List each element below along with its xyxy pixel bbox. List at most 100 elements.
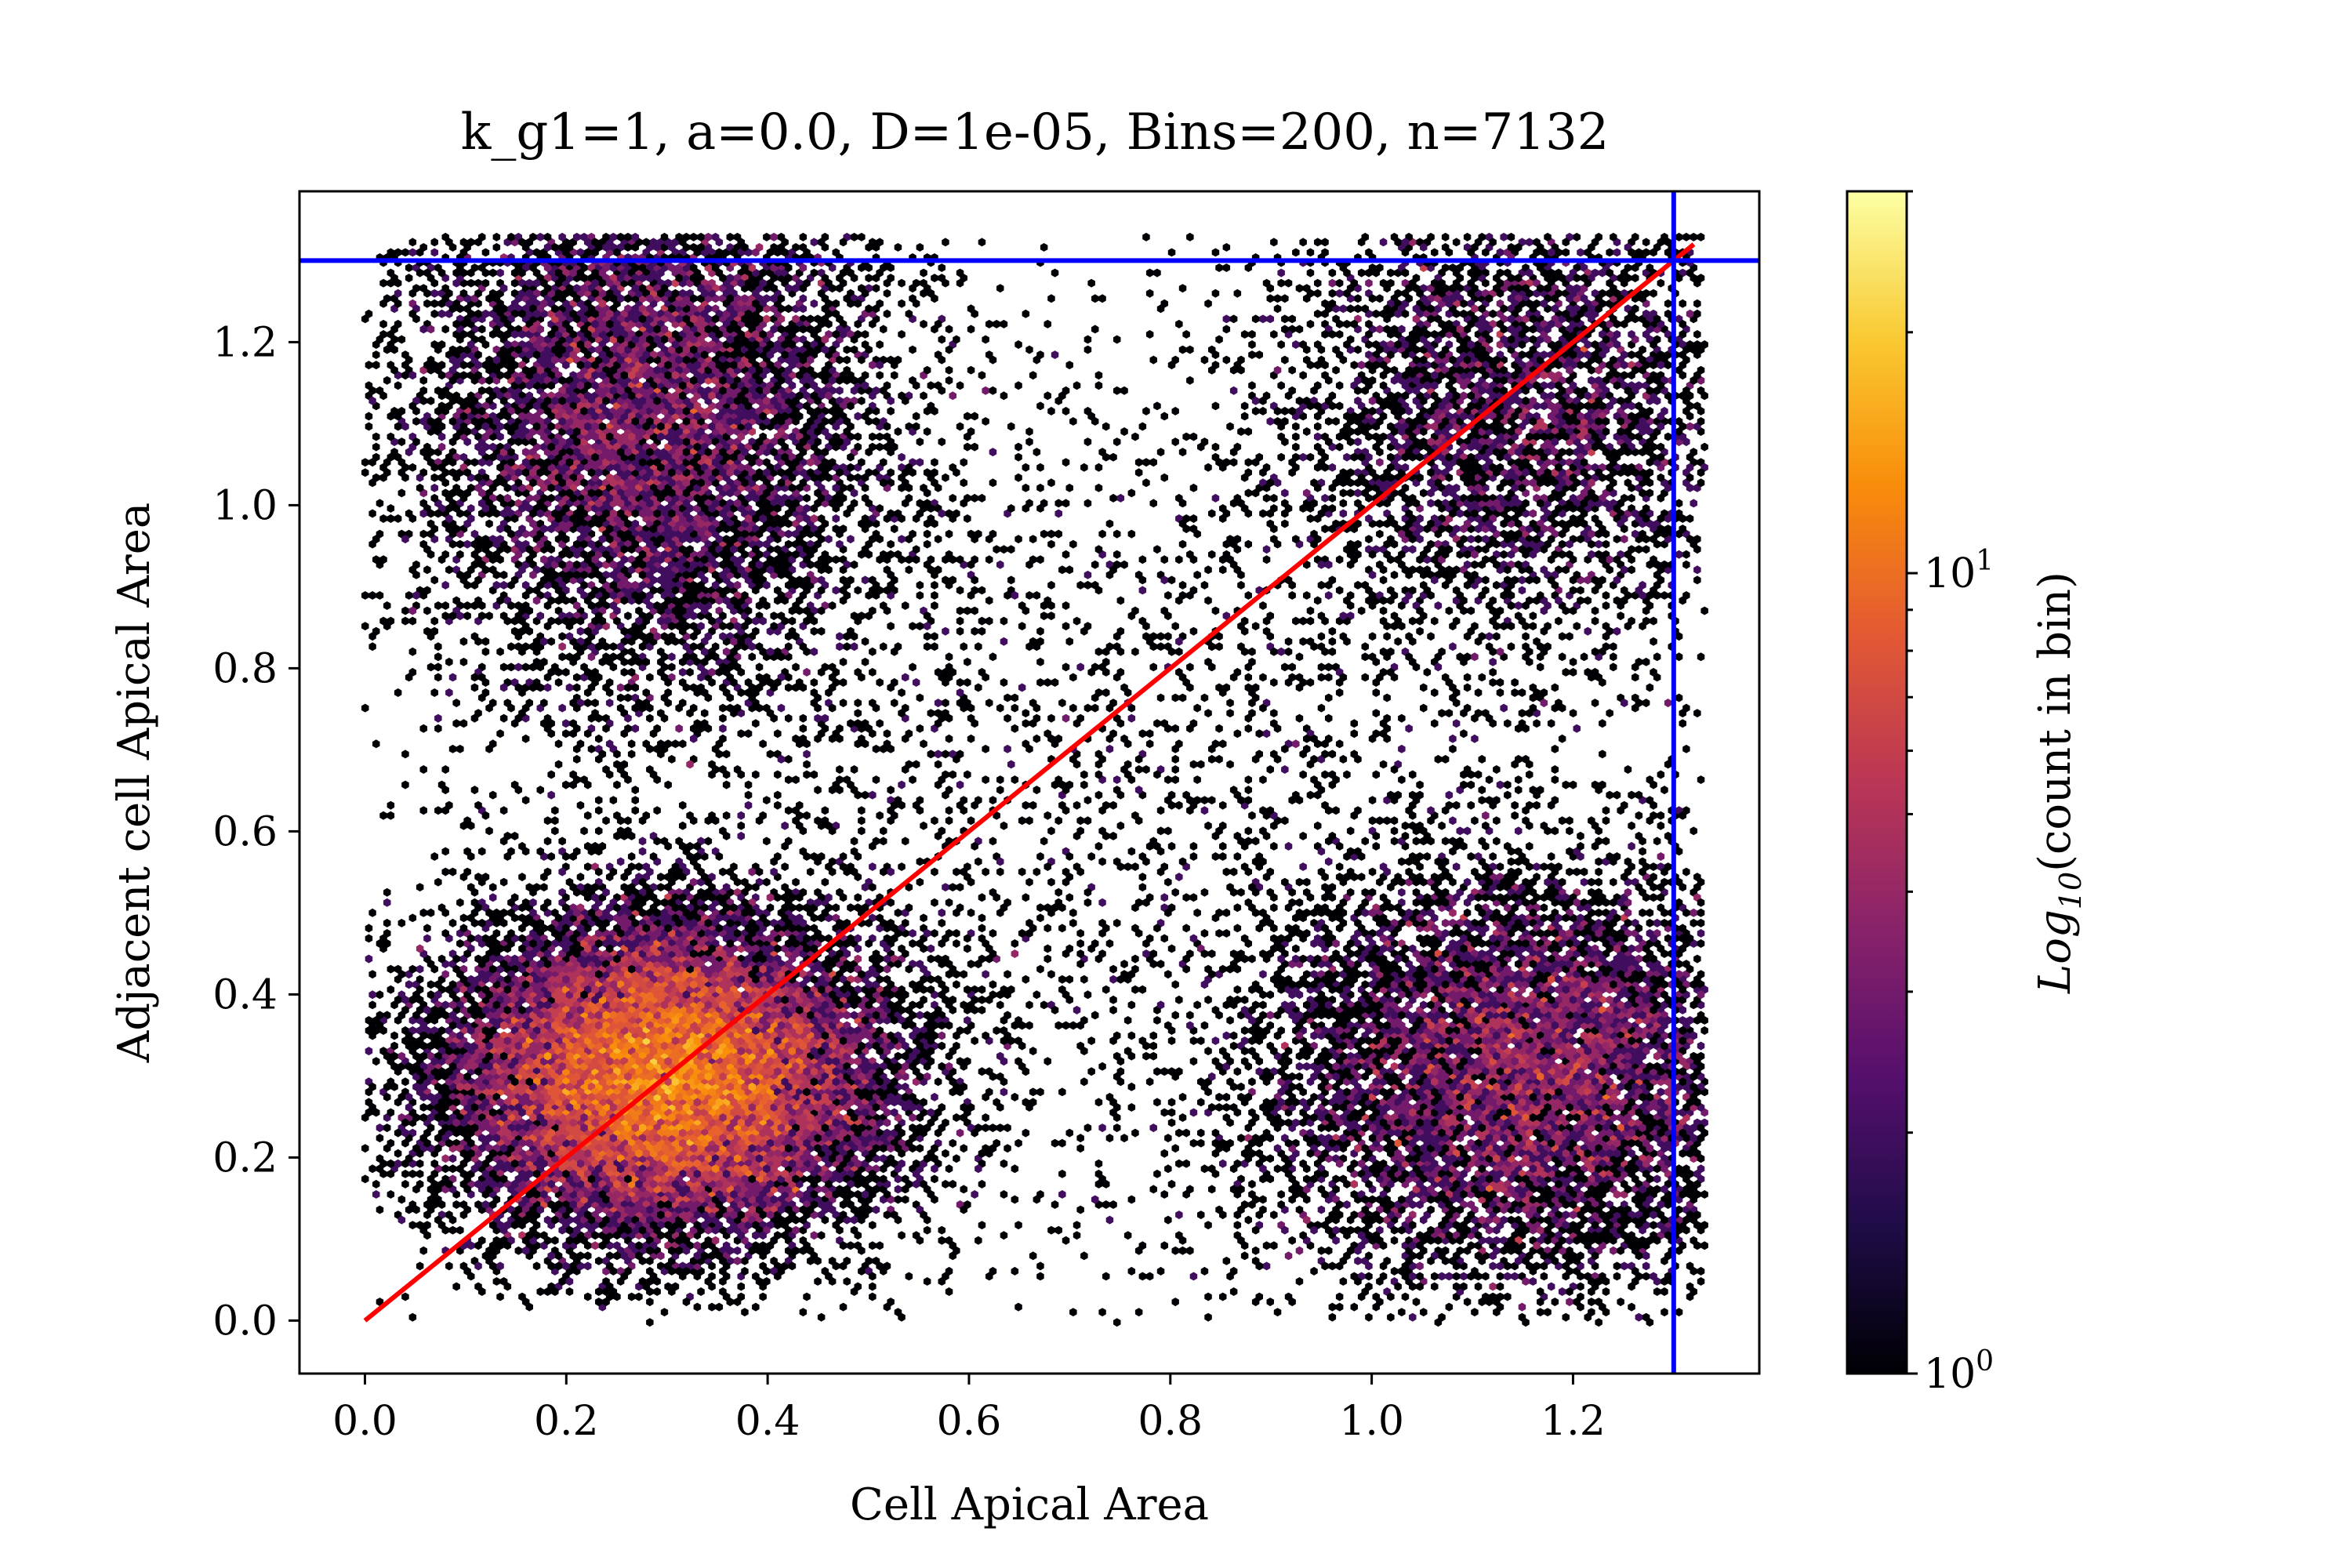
hexbin-cell bbox=[1460, 1272, 1468, 1281]
hexbin-cell bbox=[1266, 1154, 1274, 1163]
hexbin-cell bbox=[1113, 1318, 1121, 1327]
hexbin-cell bbox=[1277, 647, 1285, 656]
hexbin-cell bbox=[1073, 1221, 1081, 1230]
hexbin-cell bbox=[1000, 637, 1008, 646]
hexbin-cell bbox=[1094, 371, 1103, 380]
hexbin-cell bbox=[1083, 335, 1092, 344]
hexbin-cell bbox=[938, 335, 946, 344]
hexbin-cell bbox=[1062, 601, 1070, 610]
hexbin-cell bbox=[1471, 652, 1479, 662]
hexbin-cell bbox=[595, 826, 603, 836]
hexbin-cell bbox=[470, 786, 479, 795]
hexbin-cell bbox=[931, 1092, 938, 1102]
hexbin-cell bbox=[898, 535, 906, 544]
hexbin-cell bbox=[920, 913, 927, 923]
hexbin-cell bbox=[1116, 596, 1125, 605]
hexbin-cell bbox=[387, 985, 395, 994]
hexbin-cell bbox=[1314, 309, 1322, 318]
hexbin-cell bbox=[624, 693, 632, 702]
hexbin-cell bbox=[1653, 918, 1661, 927]
hexbin-cell bbox=[368, 591, 376, 600]
hexbin-cell bbox=[1339, 304, 1348, 314]
hexbin-cell bbox=[1233, 729, 1242, 739]
hexbin-cell bbox=[547, 790, 555, 800]
hexbin-cell bbox=[985, 616, 993, 626]
hexbin-cell bbox=[916, 580, 924, 590]
hexbin-cell bbox=[810, 626, 818, 636]
hexbin-cell bbox=[1004, 1144, 1011, 1153]
hexbin-cell bbox=[376, 591, 384, 600]
hexbin-cell bbox=[1303, 427, 1311, 436]
hexbin-cell bbox=[558, 642, 566, 652]
hexbin-cell bbox=[1299, 238, 1307, 247]
hexbin-cell bbox=[675, 1092, 683, 1102]
hexbin-cell bbox=[1686, 422, 1694, 431]
hexbin-cell bbox=[989, 796, 997, 805]
hexbin-cell bbox=[1409, 545, 1417, 554]
hexbin-cell bbox=[1004, 744, 1011, 753]
hexbin-cell bbox=[898, 862, 906, 871]
hexbin-cell bbox=[430, 238, 438, 247]
plot-area bbox=[298, 190, 1761, 1375]
hexbin-cell bbox=[602, 816, 610, 826]
hexbin-cell bbox=[1215, 642, 1223, 652]
hexbin-cell bbox=[1189, 1108, 1198, 1117]
hexbin-cell bbox=[1233, 1067, 1242, 1076]
hexbin-cell bbox=[938, 1225, 946, 1235]
hexbin-cell bbox=[668, 662, 676, 672]
hexbin-cell bbox=[551, 826, 559, 836]
hexbin-cell bbox=[785, 775, 793, 784]
hexbin-cell bbox=[1606, 790, 1613, 800]
hexbin-cell bbox=[1445, 606, 1454, 615]
hexbin-cell bbox=[1244, 427, 1252, 436]
hexbin-cell bbox=[1693, 299, 1701, 308]
hexbin-cell bbox=[832, 586, 840, 595]
hexbin-cell bbox=[638, 847, 647, 856]
hexbin-cell bbox=[1149, 1031, 1157, 1040]
hexbin-cell bbox=[434, 877, 442, 887]
hexbin-cell bbox=[832, 514, 840, 523]
hexbin-cell bbox=[1277, 278, 1285, 288]
hexbin-cell bbox=[1321, 493, 1329, 503]
hexbin-cell bbox=[872, 744, 880, 753]
hexbin-cell bbox=[1266, 1011, 1274, 1020]
hexbin-cell bbox=[540, 883, 548, 892]
hexbin-cell bbox=[1233, 852, 1242, 861]
hexbin-cell bbox=[419, 529, 427, 539]
hexbin-cell bbox=[1113, 335, 1121, 344]
hexbin-cells bbox=[361, 232, 1708, 1327]
hexbin-cell bbox=[430, 575, 438, 585]
hexbin-cell bbox=[1595, 1318, 1602, 1327]
hexbin-cell bbox=[803, 493, 811, 503]
hexbin-cell bbox=[1562, 667, 1570, 677]
hexbin-cell bbox=[1094, 463, 1103, 472]
hexbin-cell bbox=[1025, 591, 1033, 600]
hexbin-cell bbox=[1295, 1246, 1304, 1255]
hexbin-cell bbox=[1171, 406, 1179, 416]
hexbin-cell bbox=[1335, 330, 1344, 339]
hexbin-cell bbox=[1211, 401, 1220, 411]
hexbin-cell bbox=[865, 274, 873, 283]
hexbin-cell bbox=[1449, 734, 1457, 743]
hexbin-cell bbox=[1566, 632, 1573, 641]
hexbin-cell bbox=[1325, 673, 1333, 682]
hexbin-cell bbox=[1595, 539, 1602, 549]
hexbin-cell bbox=[419, 908, 427, 917]
hexbin-cell bbox=[485, 826, 493, 836]
hexbin-cell bbox=[1083, 570, 1092, 579]
hexbin-cell bbox=[405, 263, 413, 272]
hexbin-cell bbox=[1281, 488, 1289, 498]
hexbin-cell bbox=[1248, 1179, 1256, 1189]
hexbin-cell bbox=[1069, 918, 1077, 927]
hexbin-cell bbox=[1526, 238, 1534, 247]
hexbin-cell bbox=[909, 939, 916, 948]
hexbin-cell bbox=[584, 1261, 592, 1271]
hexbin-cell bbox=[1551, 826, 1559, 836]
hexbin-cell bbox=[978, 626, 986, 636]
hexbin-cell bbox=[448, 867, 457, 877]
hexbin-cell bbox=[996, 284, 1004, 293]
hexbin-cell bbox=[1588, 1298, 1595, 1307]
hexbin-cell bbox=[1281, 519, 1289, 528]
hexbin-cell bbox=[1022, 800, 1030, 810]
hexbin-cell bbox=[711, 1051, 720, 1061]
